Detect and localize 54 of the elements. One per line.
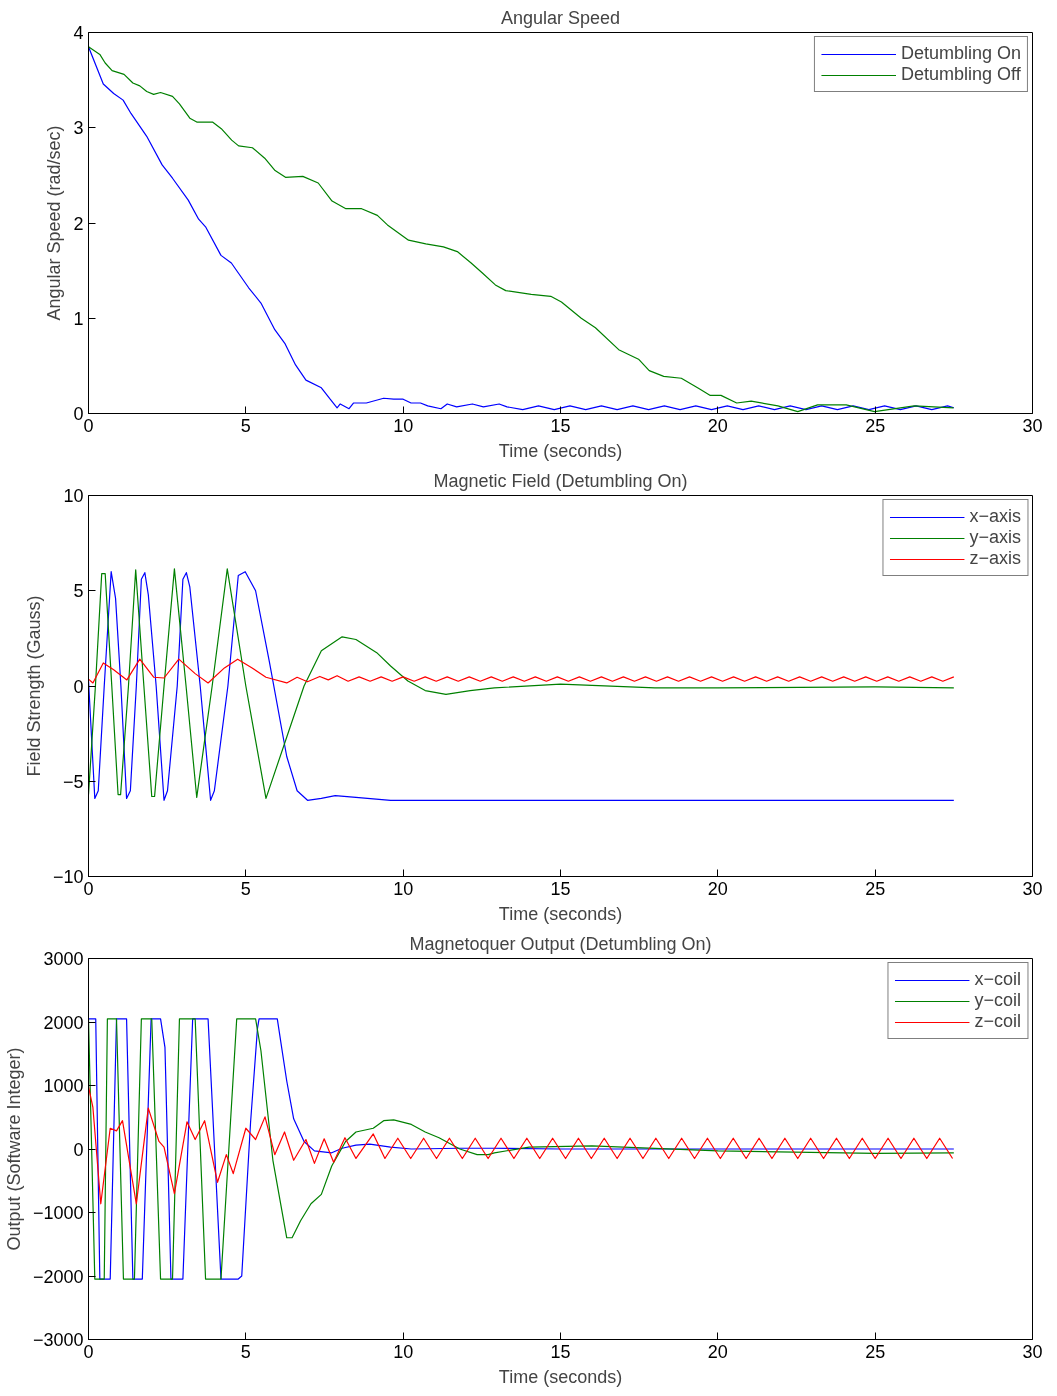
chart-title: Angular Speed bbox=[500, 7, 621, 28]
y-tick-label: 2 bbox=[73, 213, 84, 234]
legend-label: x−coil bbox=[974, 969, 1021, 990]
x-tick-label: 15 bbox=[550, 878, 571, 899]
legend-label: z−coil bbox=[974, 1011, 1021, 1032]
legend-label: Detumbling On bbox=[900, 43, 1021, 64]
line-series bbox=[88, 1018, 955, 1280]
y-tick-label: −10 bbox=[52, 867, 84, 887]
x-tick-label: 10 bbox=[393, 1341, 414, 1362]
y-axis-title: Angular Speed (rad/sec) bbox=[44, 125, 65, 321]
y-tick-label: 2000 bbox=[43, 1012, 84, 1033]
y-tick-label: 0 bbox=[73, 1139, 84, 1160]
x-tick-label: 30 bbox=[1022, 878, 1043, 899]
y-tick-label: 10 bbox=[63, 486, 84, 506]
x-tick-label: 25 bbox=[865, 878, 886, 899]
y-tick-label: 1 bbox=[73, 308, 84, 329]
x-tick-label: 20 bbox=[707, 878, 728, 899]
y-tick-label: 1000 bbox=[43, 1076, 84, 1096]
y-tick-label: 0 bbox=[73, 676, 84, 697]
y-tick-label: −3000 bbox=[32, 1330, 84, 1350]
x-tick-label: 15 bbox=[550, 1341, 571, 1362]
x-tick-label: 30 bbox=[1022, 415, 1043, 436]
x-tick-label: 25 bbox=[865, 1341, 886, 1362]
x-tick-label: 15 bbox=[550, 415, 571, 436]
chart-title: Magnetoquer Output (Detumbling On) bbox=[409, 933, 712, 954]
x-tick-label: 10 bbox=[393, 878, 414, 899]
x-axis-title: Time (seconds) bbox=[498, 440, 623, 461]
x-tick-label: 20 bbox=[707, 1341, 728, 1362]
x-tick-label: 20 bbox=[707, 415, 728, 436]
x-tick-label: 10 bbox=[393, 415, 414, 436]
x-tick-label: 25 bbox=[865, 415, 886, 436]
legend-label: y−axis bbox=[969, 527, 1021, 548]
legend-label: z−axis bbox=[969, 548, 1021, 569]
legend-label: x−axis bbox=[969, 506, 1021, 527]
y-tick-label: 3 bbox=[73, 118, 84, 139]
x-tick-label: 5 bbox=[240, 1341, 251, 1362]
x-tick-label: 5 bbox=[240, 878, 251, 899]
legend-label: Detumbling Off bbox=[900, 64, 1021, 85]
legend-label: y−coil bbox=[974, 990, 1021, 1011]
y-tick-label: 4 bbox=[73, 23, 84, 43]
y-tick-label: −1000 bbox=[32, 1203, 84, 1223]
y-tick-label: 5 bbox=[73, 581, 84, 602]
y-tick-label: 3000 bbox=[43, 949, 84, 969]
x-axis-title: Time (seconds) bbox=[498, 903, 623, 924]
line-series bbox=[88, 658, 955, 684]
x-axis-title: Time (seconds) bbox=[498, 1366, 623, 1387]
line-series bbox=[88, 1086, 954, 1205]
x-tick-label: 5 bbox=[240, 415, 251, 436]
y-tick-label: −5 bbox=[62, 771, 84, 792]
x-tick-label: 30 bbox=[1022, 1341, 1043, 1362]
y-axis-title: Field Strength (Gauss) bbox=[23, 595, 44, 777]
chart-title: Magnetic Field (Detumbling On) bbox=[433, 470, 688, 491]
y-axis-title: Output (Software Integer) bbox=[3, 1047, 24, 1251]
y-tick-label: −2000 bbox=[32, 1266, 84, 1287]
